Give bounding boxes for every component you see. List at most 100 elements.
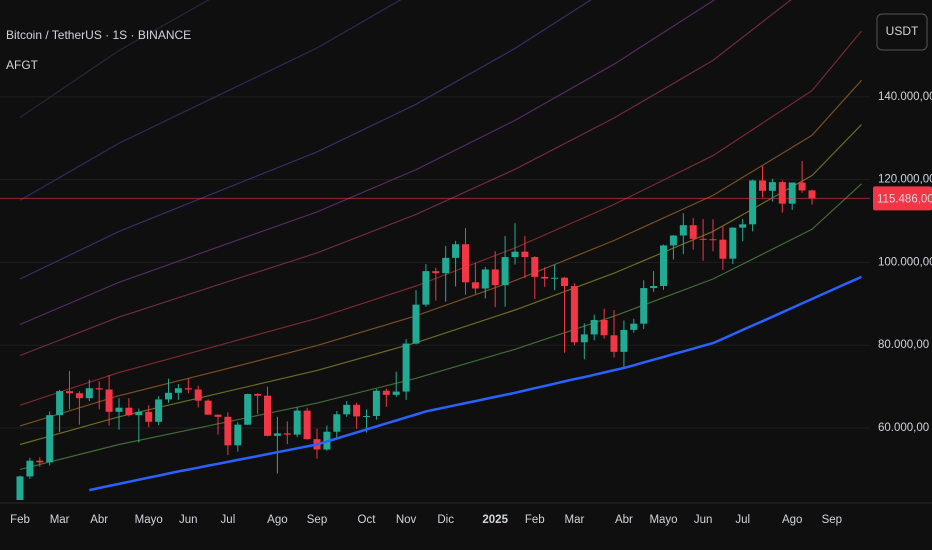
- candle-body: [759, 180, 766, 191]
- x-tick-label: Mar: [50, 514, 70, 526]
- candle-body: [570, 286, 578, 343]
- candle-body: [669, 235, 677, 246]
- x-tick-label: Jun: [694, 514, 713, 526]
- candle-body: [471, 282, 479, 289]
- y-tick-label: 80.000,00: [878, 339, 929, 351]
- candle-body: [610, 335, 618, 352]
- band-line: [19, 124, 862, 446]
- candle-body: [95, 388, 103, 390]
- x-tick-label: Sep: [307, 514, 327, 526]
- candle-body: [442, 257, 450, 274]
- x-tick-label: Nov: [396, 514, 417, 526]
- candle-body: [660, 245, 667, 287]
- x-tick-label: Jun: [179, 514, 198, 526]
- x-tick-label: Ago: [782, 514, 802, 526]
- candle-body: [808, 190, 816, 199]
- candle-body: [798, 182, 806, 191]
- candle-body: [46, 415, 54, 463]
- candle-body: [293, 410, 301, 435]
- y-tick-label: 120.000,00: [878, 174, 932, 186]
- candle-body: [244, 394, 252, 425]
- candle-body: [303, 410, 311, 440]
- band-line: [19, 183, 862, 470]
- currency-label[interactable]: USDT: [886, 24, 919, 38]
- candle-body: [264, 395, 271, 436]
- x-tick-label: Dic: [437, 514, 454, 526]
- candle-body: [174, 388, 182, 393]
- candle-body: [719, 239, 727, 259]
- candle-body: [531, 257, 539, 277]
- candle-body: [372, 390, 380, 416]
- candle-body: [16, 476, 24, 500]
- candle-body: [75, 393, 83, 399]
- x-tick-label: Jul: [221, 514, 236, 526]
- lines: [0, 197, 870, 492]
- y-tick-label: 100.000,00: [878, 256, 932, 268]
- candle-body: [541, 276, 549, 279]
- candle-body: [600, 319, 608, 336]
- last-price-label: 115.486,00: [877, 193, 932, 205]
- currency-button[interactable]: [876, 13, 928, 51]
- x-tick-label: Oct: [358, 514, 377, 526]
- chart-title: Bitcoin / TetherUS · 1S · BINANCE: [6, 28, 191, 42]
- candle-body: [561, 277, 568, 287]
- candle-body: [462, 244, 469, 283]
- candle-body: [422, 271, 430, 305]
- candle-body: [481, 269, 489, 289]
- candle-body: [551, 277, 559, 279]
- candle-body: [204, 400, 212, 415]
- x-tick-label: Mayo: [649, 514, 677, 526]
- x-tick-label: Abr: [90, 514, 108, 526]
- candle-body: [56, 391, 64, 416]
- candle-body: [36, 460, 44, 463]
- candles: [16, 161, 816, 500]
- candle-body: [778, 182, 786, 204]
- band-line: [19, 0, 402, 201]
- candle-body: [729, 227, 737, 259]
- candle-body: [283, 433, 291, 435]
- candle-body: [234, 424, 242, 446]
- candle-body: [273, 433, 281, 436]
- candle-body: [679, 225, 687, 236]
- candle-body: [333, 414, 341, 432]
- candle-body: [580, 334, 588, 343]
- candle-body: [125, 407, 133, 416]
- last-price-box: [873, 186, 932, 211]
- candle-body: [184, 388, 192, 390]
- x-tick-label: Sep: [822, 514, 842, 526]
- band-line: [19, 0, 210, 118]
- candle-body: [392, 391, 400, 395]
- indicator-label: AFGT: [6, 58, 39, 72]
- candle-body: [689, 225, 697, 239]
- axes: 60.000,00 80.000,00 100.000,00 120.000,00 14…: [10, 91, 932, 526]
- band-line: [19, 0, 715, 326]
- y-tick-label: 60.000,00: [878, 422, 929, 434]
- band-line: [19, 0, 792, 357]
- candle-body: [432, 271, 440, 274]
- candle-body: [590, 319, 598, 335]
- x-tick-label: Abr: [615, 514, 633, 526]
- x-tick-label: Jul: [735, 514, 750, 526]
- candle-body: [155, 399, 163, 422]
- x-tick-label: Mar: [564, 514, 584, 526]
- candle-body: [630, 323, 638, 330]
- candle-body: [115, 407, 123, 412]
- x-tick-label: Feb: [10, 514, 30, 526]
- candle-body: [640, 288, 648, 324]
- candle-body: [105, 389, 113, 412]
- candle-body: [768, 182, 776, 191]
- candle-body: [452, 244, 460, 258]
- candle-body: [402, 343, 410, 392]
- candle-body: [521, 251, 529, 258]
- moving-average-line: [89, 275, 863, 492]
- candle-body: [224, 416, 232, 446]
- candle-body: [254, 394, 262, 396]
- candle-body: [620, 329, 628, 352]
- x-tick-label: 2025: [482, 514, 508, 526]
- candle-body: [145, 411, 153, 422]
- candle-body: [353, 404, 361, 417]
- candle-body: [214, 414, 222, 417]
- candle-body: [709, 239, 717, 241]
- y-tick-label: 140.000,00: [878, 91, 932, 103]
